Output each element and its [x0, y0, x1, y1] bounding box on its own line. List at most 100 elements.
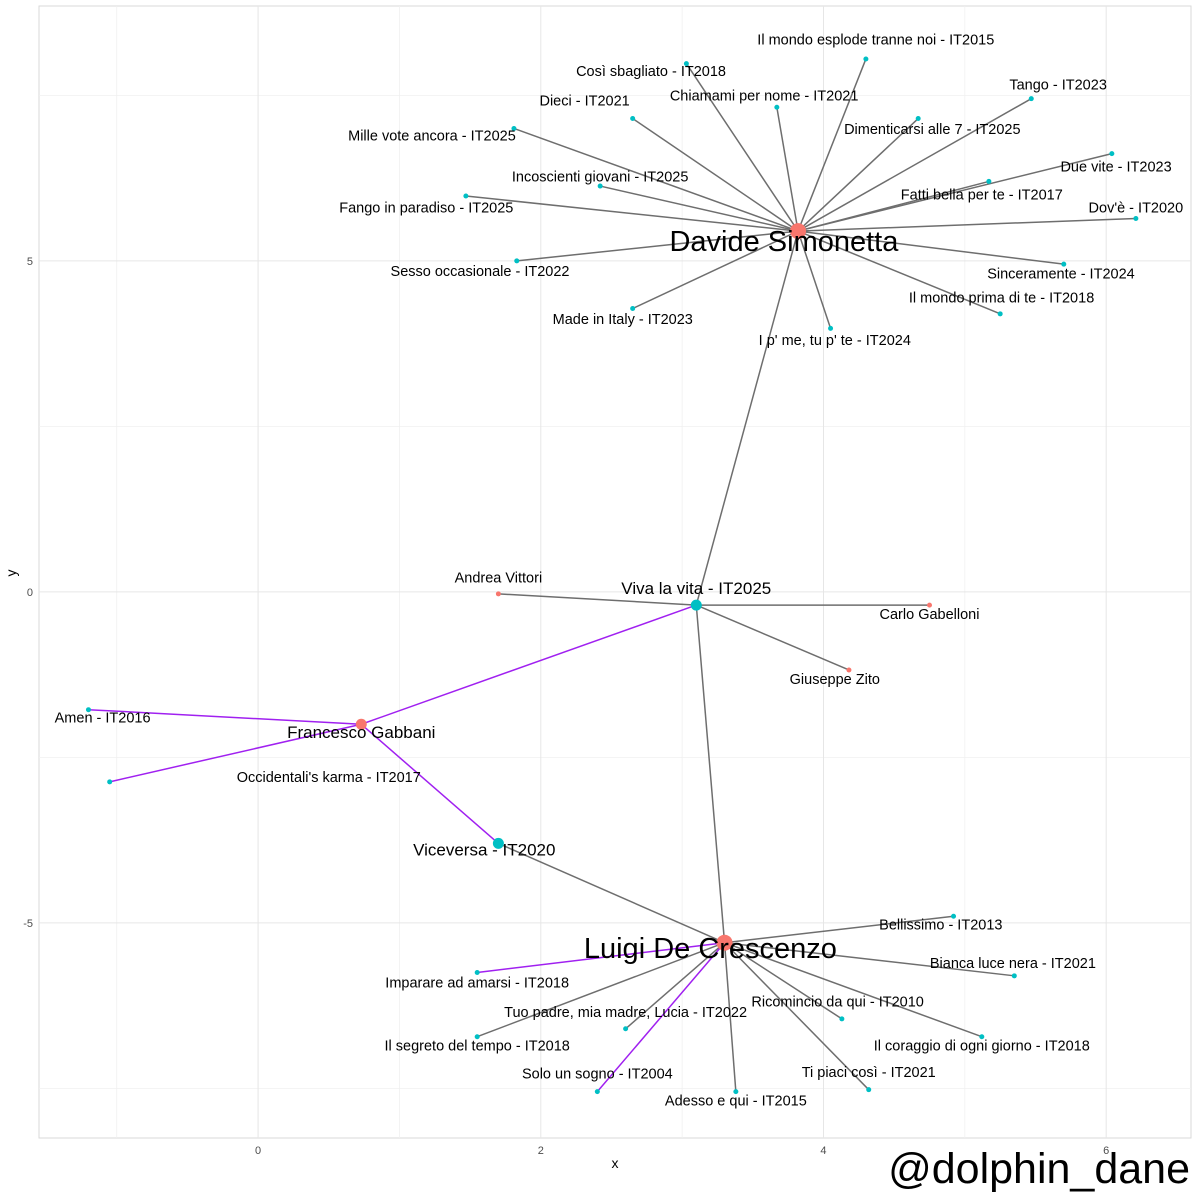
node-label: Andrea Vittori: [455, 571, 543, 587]
edge: [797, 230, 832, 329]
song-node: [683, 61, 689, 67]
song-node: [828, 325, 834, 331]
song-node: [979, 1034, 985, 1040]
edge: [695, 605, 726, 943]
edge: [797, 230, 1001, 315]
node-labels: Davide Simonetta Luigi De Crescenzo France…: [55, 32, 1184, 1109]
song-node: [474, 1034, 480, 1040]
edge: [797, 117, 919, 232]
song-node: [774, 104, 780, 110]
edge: [797, 98, 1032, 232]
node-label: Tango - IT2023: [1009, 77, 1107, 93]
node-label: Occidentali's karma - IT2017: [237, 770, 421, 786]
song-node: [951, 913, 957, 919]
edge: [516, 230, 799, 262]
node-label: Bianca luce nera - IT2021: [930, 956, 1096, 972]
edge: [632, 230, 799, 310]
edge: [776, 107, 799, 232]
edges: [88, 58, 1136, 1093]
x-tick-label: 6: [1103, 1145, 1109, 1157]
plot-panel: [38, 5, 1192, 1139]
edge: [724, 941, 1015, 977]
song-node: [474, 970, 480, 976]
node-label: Tuo padre, mia madre, Lucia - IT2022: [504, 1005, 747, 1021]
node-label: Adesso e qui - IT2015: [665, 1094, 807, 1110]
song-node: [514, 258, 520, 264]
person-node: [846, 667, 852, 673]
person-node: [927, 602, 933, 608]
node-label: Imparare ad amarsi - IT2018: [385, 976, 569, 992]
node-label: Solo un sogno - IT2004: [522, 1066, 673, 1082]
edge: [498, 593, 697, 606]
highlight-edge: [88, 708, 362, 726]
node-label: Ricomincio da qui - IT2010: [751, 994, 923, 1010]
node-label: Incoscienti giovani - IT2025: [512, 169, 689, 185]
edge: [695, 604, 850, 671]
node-label: Fango in paradiso - IT2025: [339, 201, 513, 217]
highlight-edge: [596, 942, 726, 1093]
node-label: Amen - IT2016: [55, 710, 151, 726]
node-label: Viceversa - IT2020: [413, 840, 555, 859]
node-label: Bellissimo - IT2013: [879, 917, 1002, 933]
song-node: [1028, 96, 1034, 102]
node-label: Il mondo esplode tranne noi - IT2015: [757, 32, 994, 48]
edge: [724, 942, 983, 1038]
song-node: [866, 1087, 872, 1093]
edge: [625, 942, 726, 1030]
person-node: [716, 934, 733, 951]
song-node: [511, 125, 517, 131]
edge: [476, 942, 725, 1038]
edge: [723, 942, 737, 1092]
edge: [724, 915, 954, 944]
nodes: [85, 56, 1139, 1095]
node-label: Luigi De Crescenzo: [584, 933, 837, 965]
song-node: [630, 306, 636, 312]
node-label: Mille vote ancora - IT2025: [348, 128, 516, 144]
edge: [797, 58, 867, 232]
edge: [797, 230, 1064, 265]
song-node: [986, 178, 992, 184]
node-label: Il segreto del tempo - IT2018: [384, 1039, 569, 1055]
node-label: Giuseppe Zito: [790, 672, 880, 688]
edge: [695, 230, 799, 606]
x-axis-title: x: [612, 1155, 619, 1171]
node-label: Francesco Gabbani: [287, 723, 435, 742]
song-node: [623, 1026, 629, 1032]
song-node: [630, 116, 636, 122]
edge: [724, 942, 843, 1020]
node-label: I p' me, tu p' te - IT2024: [759, 333, 911, 349]
song-node: [1133, 215, 1139, 221]
song-node: [839, 1016, 845, 1022]
node-label: Il mondo prima di te - IT2018: [909, 291, 1094, 307]
node-label: Sinceramente - IT2024: [987, 267, 1135, 283]
x-tick-label: 4: [820, 1145, 826, 1157]
edge: [599, 185, 799, 232]
watermark: @dolphin_dane: [888, 1145, 1190, 1193]
node-label: Chiamami per nome - IT2021: [670, 89, 859, 105]
edge: [498, 842, 725, 944]
x-tick-label: 2: [538, 1145, 544, 1157]
highlight-edge: [361, 604, 697, 725]
person-node: [495, 591, 501, 597]
song-node: [690, 599, 702, 611]
edge: [685, 63, 799, 232]
node-label: Dov'è - IT2020: [1089, 201, 1184, 217]
song-node: [1011, 973, 1017, 979]
axes: 0 2 4 6 -5 0 5: [23, 256, 1109, 1157]
song-node: [733, 1089, 739, 1095]
node-label: Ti piaci così - IT2021: [802, 1065, 936, 1081]
node-label: Due vite - IT2023: [1060, 159, 1171, 175]
song-node: [1109, 151, 1115, 157]
song-node: [1061, 261, 1067, 267]
grid-lines: [39, 6, 1191, 1138]
person-node: [790, 223, 807, 240]
y-axis-title: y: [3, 570, 19, 577]
node-label: Viva la vita - IT2025: [621, 579, 771, 598]
y-tick-label: 0: [27, 587, 33, 599]
song-node: [863, 56, 869, 62]
edge: [724, 942, 870, 1091]
highlight-edge: [477, 941, 725, 974]
song-node: [85, 707, 91, 713]
node-label: Carlo Gabelloni: [880, 607, 980, 623]
